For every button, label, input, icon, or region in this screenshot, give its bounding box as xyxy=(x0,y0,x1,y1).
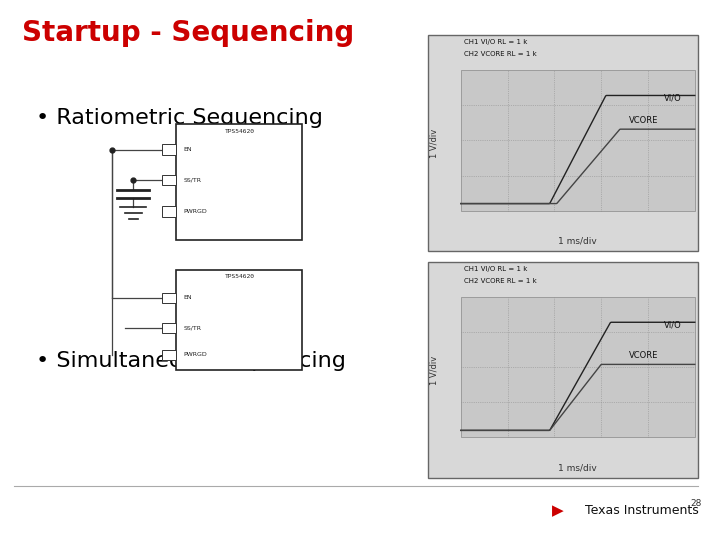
Bar xyxy=(162,322,176,333)
Text: • Ratiometric Sequencing: • Ratiometric Sequencing xyxy=(36,108,323,128)
Bar xyxy=(461,70,695,211)
Bar xyxy=(428,262,698,478)
Text: EN: EN xyxy=(184,147,192,152)
Text: VI/O: VI/O xyxy=(665,93,682,102)
Text: EN: EN xyxy=(184,295,192,300)
Text: PWRGD: PWRGD xyxy=(184,353,207,357)
Text: VCORE: VCORE xyxy=(629,116,659,125)
Text: CH1 VI/O RL = 1 k: CH1 VI/O RL = 1 k xyxy=(464,39,528,45)
Text: PWRGD: PWRGD xyxy=(184,209,207,214)
Bar xyxy=(162,174,176,185)
Text: 1 ms/div: 1 ms/div xyxy=(557,237,596,246)
Text: 1 V/div: 1 V/div xyxy=(430,129,438,158)
Text: 1 V/div: 1 V/div xyxy=(430,355,438,384)
Bar xyxy=(162,293,176,303)
Bar xyxy=(461,297,695,437)
Text: SS/TR: SS/TR xyxy=(184,178,202,183)
Text: 28: 28 xyxy=(690,500,702,509)
Text: ▶: ▶ xyxy=(552,503,564,518)
Text: Startup - Sequencing: Startup - Sequencing xyxy=(22,19,354,47)
Text: TPS54620: TPS54620 xyxy=(225,274,254,279)
Text: VCORE: VCORE xyxy=(629,352,659,361)
Text: CH1 VI/O RL = 1 k: CH1 VI/O RL = 1 k xyxy=(464,266,528,272)
Text: CH2 VCORE RL = 1 k: CH2 VCORE RL = 1 k xyxy=(464,278,537,284)
Bar xyxy=(176,124,302,240)
Text: SS/TR: SS/TR xyxy=(184,326,202,330)
Text: VI/O: VI/O xyxy=(665,320,682,329)
Text: • Simultaneous Sequencing: • Simultaneous Sequencing xyxy=(36,351,346,371)
Bar xyxy=(162,144,176,155)
Text: 1 ms/div: 1 ms/div xyxy=(557,463,596,472)
Text: CH2 VCORE RL = 1 k: CH2 VCORE RL = 1 k xyxy=(464,51,537,57)
Text: TPS54620: TPS54620 xyxy=(225,129,254,133)
Bar xyxy=(176,270,302,370)
Bar xyxy=(428,35,698,251)
Bar xyxy=(162,206,176,217)
Bar xyxy=(162,349,176,360)
Text: Texas Instruments: Texas Instruments xyxy=(585,504,699,517)
